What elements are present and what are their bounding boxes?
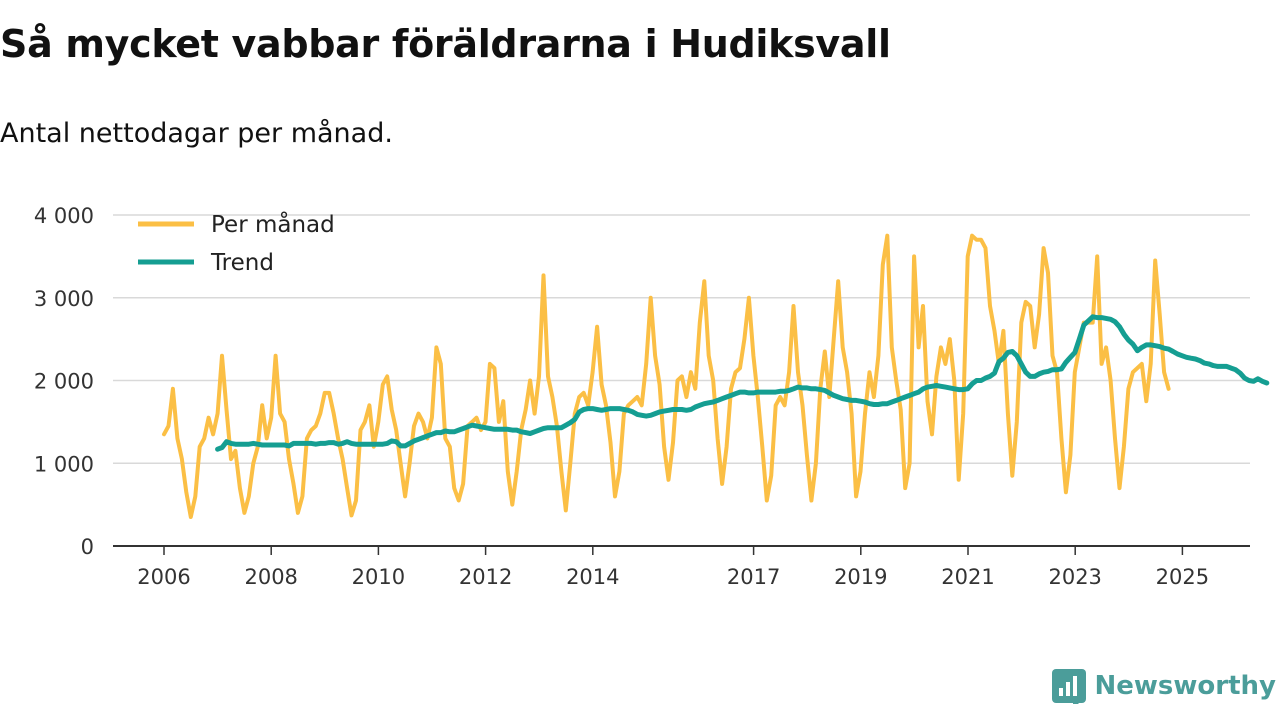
y-tick-label: 3 000 <box>34 287 94 311</box>
chart-subtitle: Antal nettodagar per månad. <box>0 118 393 149</box>
legend-label: Trend <box>210 250 274 276</box>
x-tick-label: 2017 <box>727 565 780 589</box>
brand-name: Newsworthy <box>1094 671 1276 701</box>
x-tick-label: 2014 <box>566 565 619 589</box>
x-tick-label: 2008 <box>244 565 297 589</box>
y-tick-label: 2 000 <box>34 370 94 394</box>
y-tick-label: 1 000 <box>34 452 94 476</box>
brand-logo: Newsworthy <box>1051 668 1276 704</box>
y-tick-label: 4 000 <box>34 204 94 228</box>
x-tick-label: 2021 <box>941 565 994 589</box>
y-tick-label: 0 <box>81 535 94 559</box>
chart-title: Så mycket vabbar föräldrarna i Hudiksval… <box>0 22 891 66</box>
series-line-trend <box>215 314 1270 452</box>
series-line-per-manad <box>162 233 1171 519</box>
chart-logo-icon <box>1051 669 1086 704</box>
x-tick-label: 2010 <box>352 565 405 589</box>
chart-legend: Per månad Trend <box>138 210 335 276</box>
x-tick-label: 2023 <box>1048 565 1101 589</box>
x-tick-label: 2012 <box>459 565 512 589</box>
x-tick-label: 2019 <box>834 565 887 589</box>
x-tick-label: 2006 <box>137 565 190 589</box>
legend-label: Per månad <box>211 210 335 238</box>
x-tick-label: 2025 <box>1156 565 1209 589</box>
